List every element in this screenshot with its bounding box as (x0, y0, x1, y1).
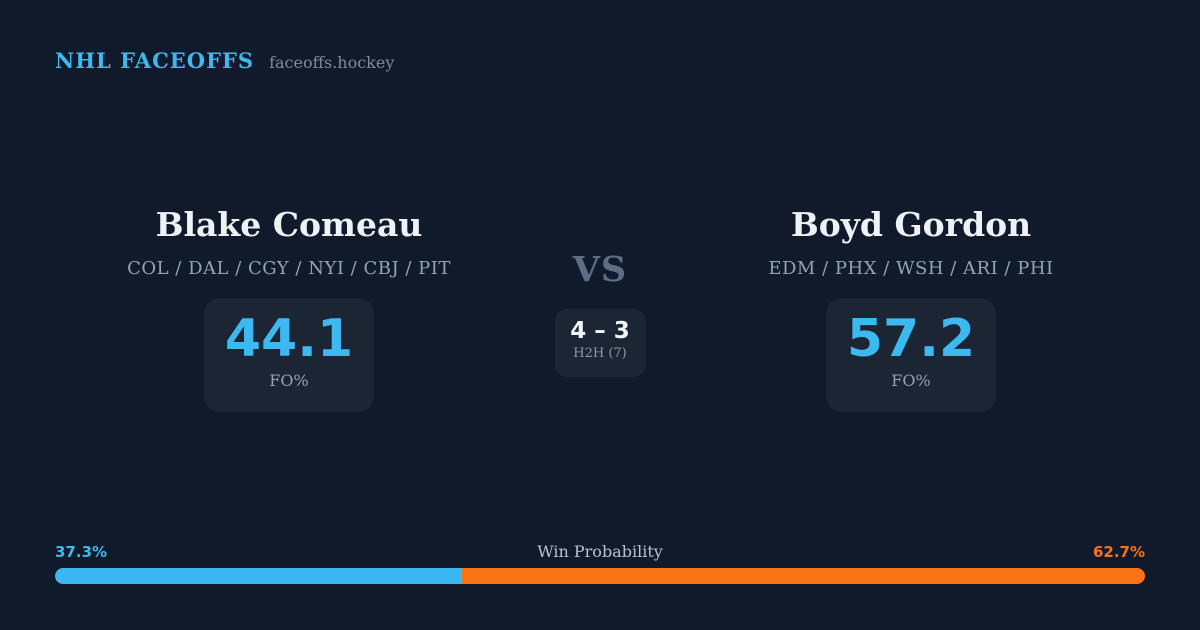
site-domain: faceoffs.hockey (269, 53, 395, 72)
h2h-score: 4 – 3 (570, 318, 630, 344)
winprob-left-pct: 37.3% (55, 543, 108, 561)
vs-column: VS 4 – 3 H2H (7) (520, 252, 680, 377)
brand-title: NHL FACEOFFS (55, 48, 255, 73)
player-left-teams: COL / DAL / CGY / NYI / CBJ / PIT (127, 257, 451, 279)
player-right-stat-card: 57.2 FO% (826, 298, 996, 413)
h2h-label: H2H (7) (573, 346, 627, 362)
winprob-left-fill (55, 568, 462, 584)
player-right-teams: EDM / PHX / WSH / ARI / PHI (768, 257, 1054, 279)
player-right-name: Boyd Gordon (790, 205, 1032, 244)
header: NHL FACEOFFS faceoffs.hockey (55, 48, 394, 73)
player-right-fo-pct: 57.2 (846, 309, 976, 370)
player-left-column: Blake Comeau COL / DAL / CGY / NYI / CBJ… (89, 205, 489, 413)
player-left-stat-card: 44.1 FO% (204, 298, 374, 413)
player-left-name: Blake Comeau (155, 205, 423, 244)
winprob-right-pct: 62.7% (1092, 543, 1145, 561)
winprob-bar (55, 568, 1145, 584)
vs-label: VS (572, 249, 628, 290)
player-right-stat-label: FO% (891, 370, 931, 390)
player-left-stat-label: FO% (269, 370, 309, 390)
h2h-card: 4 – 3 H2H (7) (554, 309, 646, 377)
winprob-right-fill (461, 568, 1145, 584)
winprob-labels: 37.3% Win Probability 62.7% (55, 542, 1145, 561)
player-right-column: Boyd Gordon EDM / PHX / WSH / ARI / PHI … (711, 205, 1111, 413)
winprob-title: Win Probability (537, 542, 663, 561)
player-left-fo-pct: 44.1 (224, 309, 354, 370)
